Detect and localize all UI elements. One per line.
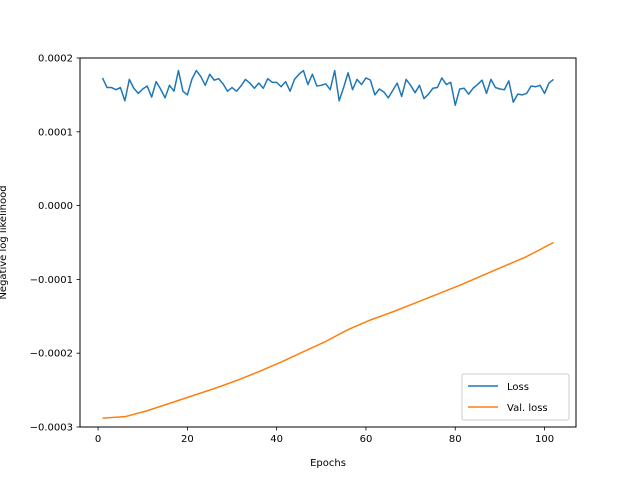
series-line-loss bbox=[101, 69, 554, 106]
x-tick-label: 0 bbox=[95, 434, 101, 445]
legend: Loss Val. loss bbox=[461, 373, 570, 421]
series-line-val-loss bbox=[102, 241, 554, 419]
x-axis-label: Epochs bbox=[310, 458, 346, 469]
y-tick-label: 0.0002 bbox=[38, 54, 73, 65]
y-tick-label: −0.0002 bbox=[30, 349, 73, 360]
axes-frame bbox=[79, 57, 577, 428]
y-tick-label: −0.0003 bbox=[30, 423, 73, 434]
x-tick-label: 40 bbox=[270, 434, 283, 445]
series-layer bbox=[101, 69, 554, 419]
x-tick-label: 20 bbox=[181, 434, 194, 445]
plot-area bbox=[79, 57, 577, 428]
x-axis-ticks: 0 20 40 60 80 100 bbox=[95, 427, 554, 445]
x-tick-label: 60 bbox=[360, 434, 373, 445]
x-tick-label: 100 bbox=[535, 434, 554, 445]
y-tick-label: −0.0001 bbox=[30, 275, 73, 286]
y-tick-label: 0.0001 bbox=[38, 127, 73, 138]
legend-label-val-loss: Val. loss bbox=[507, 403, 548, 414]
y-axis-ticks: −0.0003 −0.0002 −0.0001 0.0000 0.0001 0.0002 bbox=[30, 54, 80, 434]
x-tick-label: 80 bbox=[449, 434, 462, 445]
legend-label-loss: Loss bbox=[507, 382, 529, 393]
y-tick-label: 0.0000 bbox=[38, 201, 73, 212]
y-axis-label: Negative log likelihood bbox=[0, 185, 9, 299]
